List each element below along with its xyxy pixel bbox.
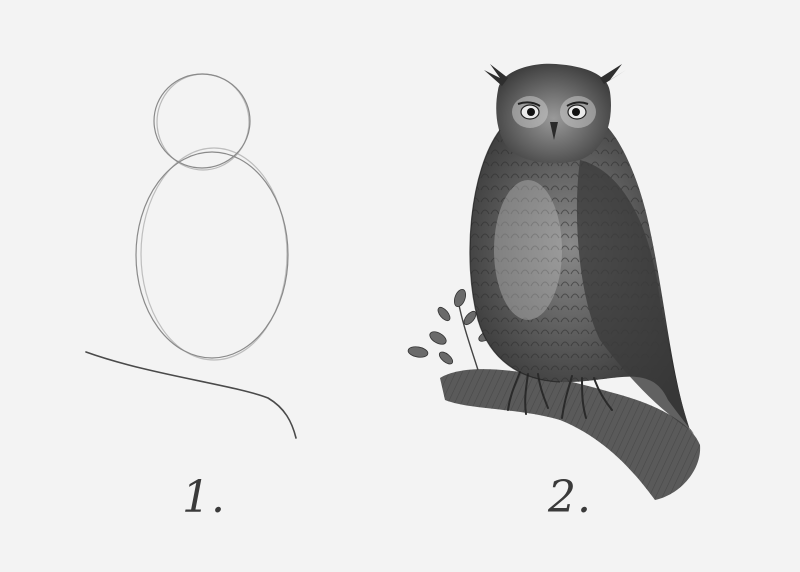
branch <box>440 369 701 500</box>
branch-line <box>85 351 297 439</box>
leafy-twig <box>407 288 494 371</box>
owl-beak <box>550 122 558 140</box>
owl-chest <box>494 180 562 320</box>
step-1-label: 1. <box>182 472 226 523</box>
step-2-label: 2. <box>548 472 592 523</box>
owl-eyes <box>517 101 589 120</box>
ear-tuft-left <box>484 64 508 86</box>
body-oval <box>135 151 289 359</box>
owl-wing <box>576 160 690 430</box>
ear-tuft-right <box>600 64 626 84</box>
owl-head <box>496 63 611 164</box>
owl-talons <box>507 371 613 419</box>
